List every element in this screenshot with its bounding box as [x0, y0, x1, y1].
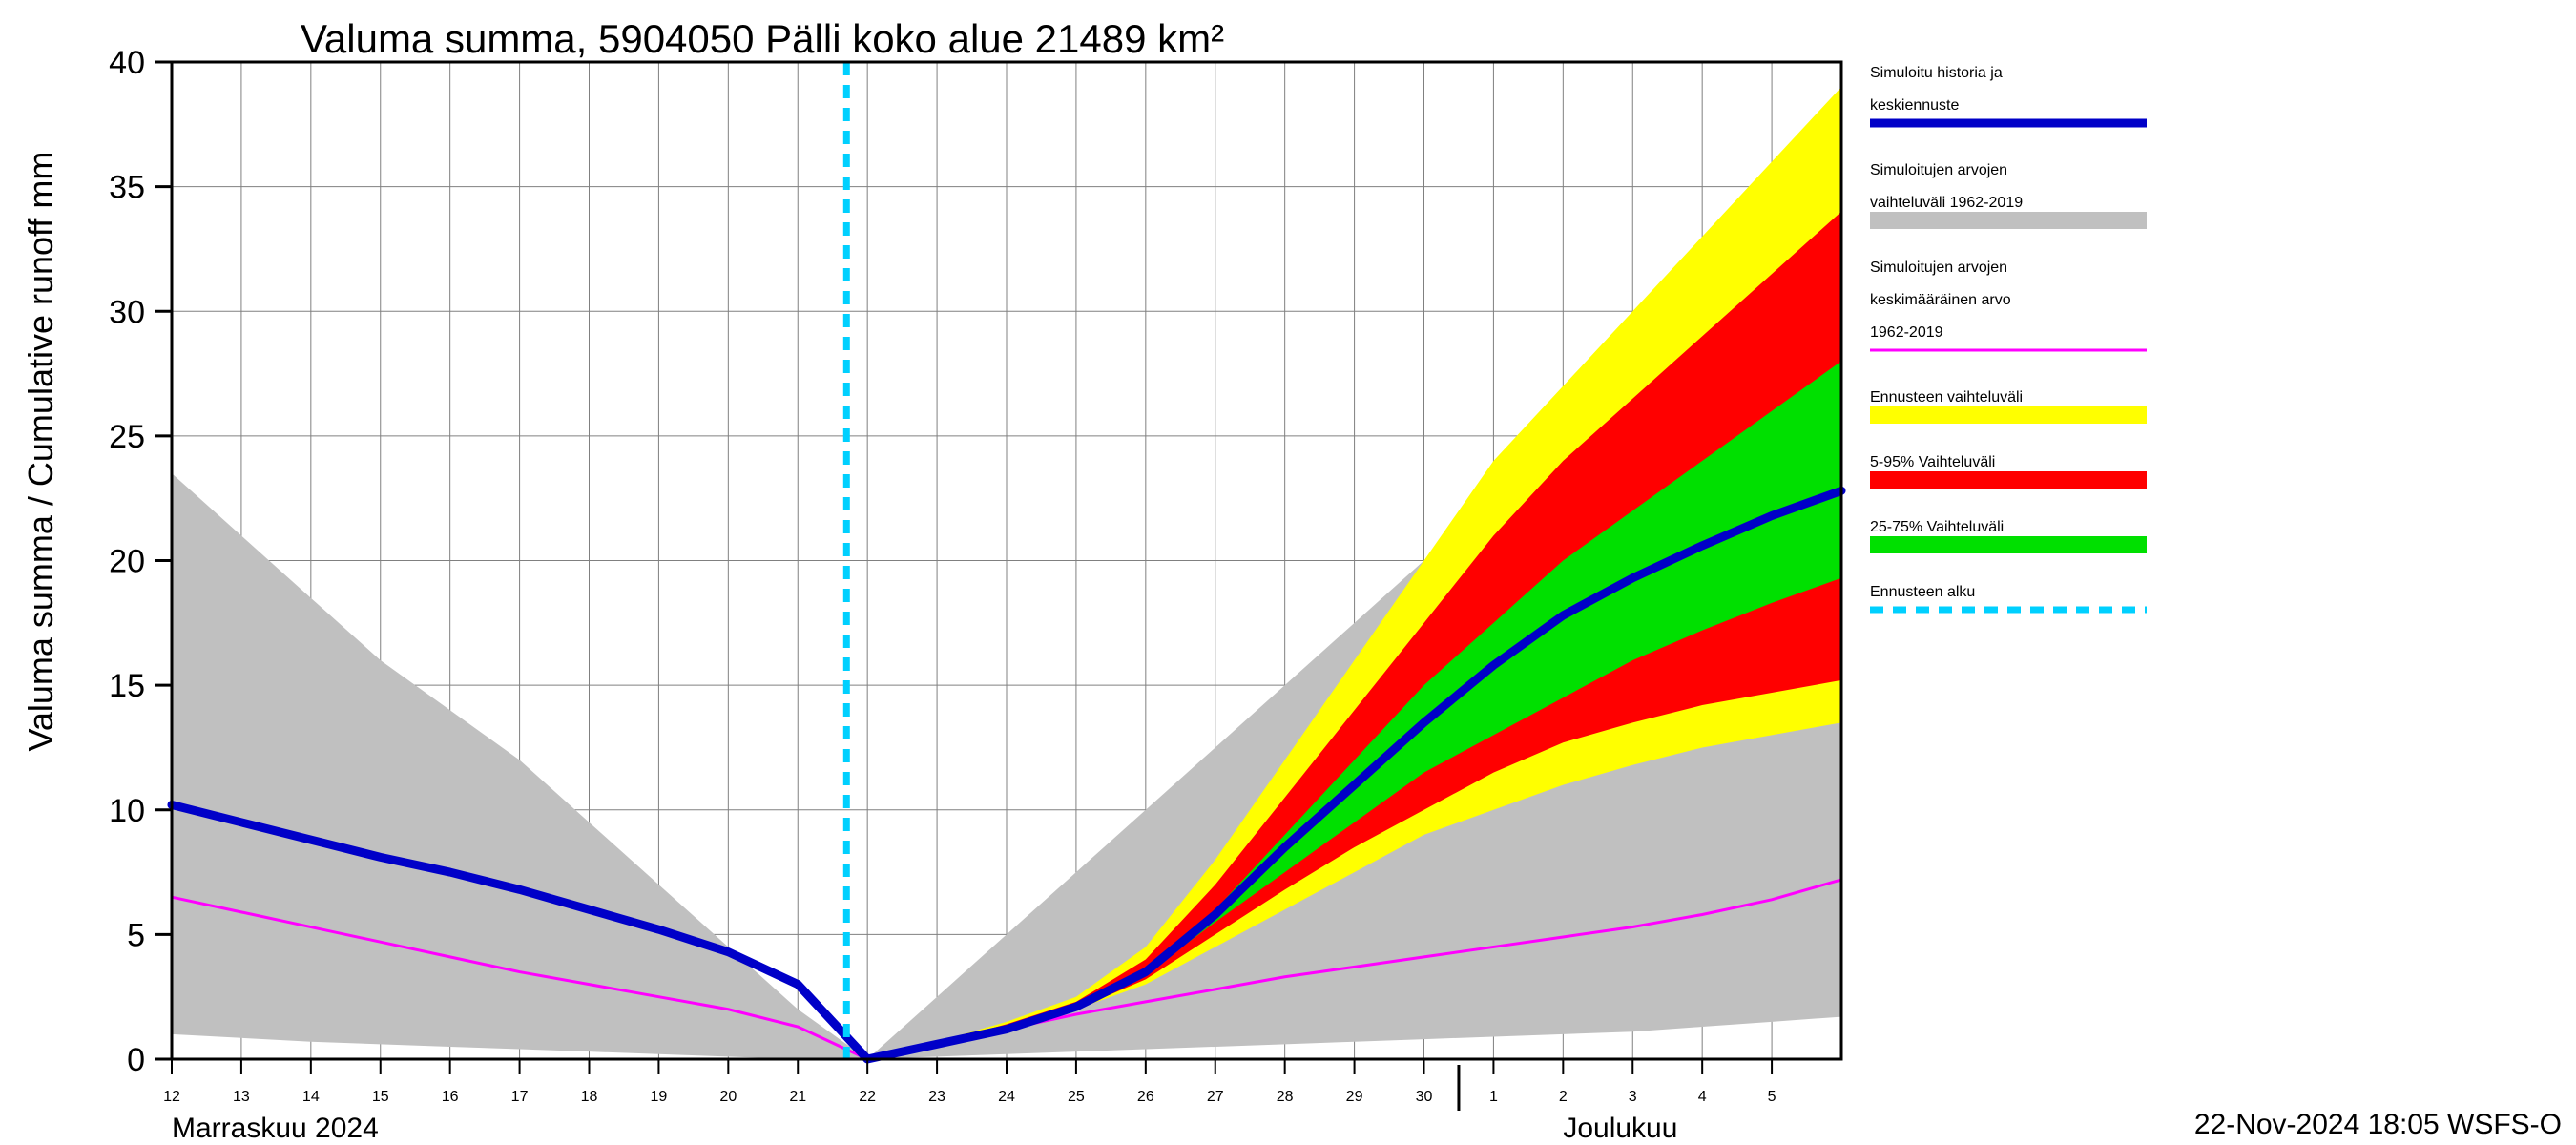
x-tick-label: 26 — [1137, 1089, 1154, 1105]
month1-fi: Marraskuu 2024 — [172, 1113, 379, 1144]
legend-label: Simuloitujen arvojen — [1870, 162, 2007, 178]
y-tick-label: 10 — [109, 793, 145, 829]
y-tick-label: 25 — [109, 419, 145, 455]
x-tick-label: 23 — [928, 1089, 945, 1105]
x-tick-label: 2 — [1559, 1089, 1568, 1105]
legend-label: keskimääräinen arvo — [1870, 292, 2011, 308]
x-tick-label: 15 — [372, 1089, 389, 1105]
y-tick-label: 15 — [109, 668, 145, 704]
x-tick-label: 20 — [719, 1089, 737, 1105]
x-tick-label: 29 — [1346, 1089, 1363, 1105]
x-tick-label: 24 — [998, 1089, 1015, 1105]
runoff-chart: 0510152025303540121314151617181920212223… — [0, 0, 2576, 1145]
y-tick-label: 20 — [109, 544, 145, 580]
x-tick-label: 30 — [1416, 1089, 1433, 1105]
legend-label: Ennusteen vaihteluväli — [1870, 389, 2023, 406]
x-tick-label: 21 — [789, 1089, 806, 1105]
x-tick-label: 25 — [1068, 1089, 1085, 1105]
x-tick-label: 17 — [511, 1089, 529, 1105]
chart-title: Valuma summa, 5904050 Pälli koko alue 21… — [301, 16, 1224, 61]
legend-label: 5-95% Vaihteluväli — [1870, 454, 1995, 470]
legend-label: keskiennuste — [1870, 97, 1959, 114]
legend-label: 25-75% Vaihteluväli — [1870, 519, 2004, 535]
x-tick-label: 1 — [1489, 1089, 1498, 1105]
y-tick-label: 30 — [109, 294, 145, 330]
x-tick-label: 16 — [442, 1089, 459, 1105]
x-tick-label: 27 — [1207, 1089, 1224, 1105]
legend-label: Simuloitujen arvojen — [1870, 260, 2007, 276]
y-tick-label: 0 — [127, 1042, 145, 1078]
month2-fi: Joulukuu — [1563, 1113, 1677, 1144]
y-tick-label: 5 — [127, 917, 145, 953]
x-tick-label: 5 — [1768, 1089, 1776, 1105]
timestamp: 22-Nov-2024 18:05 WSFS-O — [2194, 1109, 2562, 1140]
x-tick-label: 19 — [651, 1089, 668, 1105]
legend-label: 1962-2019 — [1870, 324, 1943, 341]
x-tick-label: 4 — [1698, 1089, 1707, 1105]
y-tick-label: 40 — [109, 45, 145, 81]
x-tick-label: 12 — [163, 1089, 180, 1105]
x-tick-label: 28 — [1277, 1089, 1294, 1105]
x-tick-label: 3 — [1629, 1089, 1637, 1105]
legend-label: Ennusteen alku — [1870, 584, 1975, 600]
x-tick-label: 14 — [302, 1089, 320, 1105]
x-tick-label: 22 — [859, 1089, 876, 1105]
y-tick-label: 35 — [109, 170, 145, 206]
y-axis-label: Valuma summa / Cumulative runoff mm — [21, 152, 60, 752]
legend-label: Simuloitu historia ja — [1870, 65, 2003, 81]
x-tick-label: 18 — [581, 1089, 598, 1105]
x-tick-label: 13 — [233, 1089, 250, 1105]
legend-label: vaihteluväli 1962-2019 — [1870, 195, 2023, 211]
